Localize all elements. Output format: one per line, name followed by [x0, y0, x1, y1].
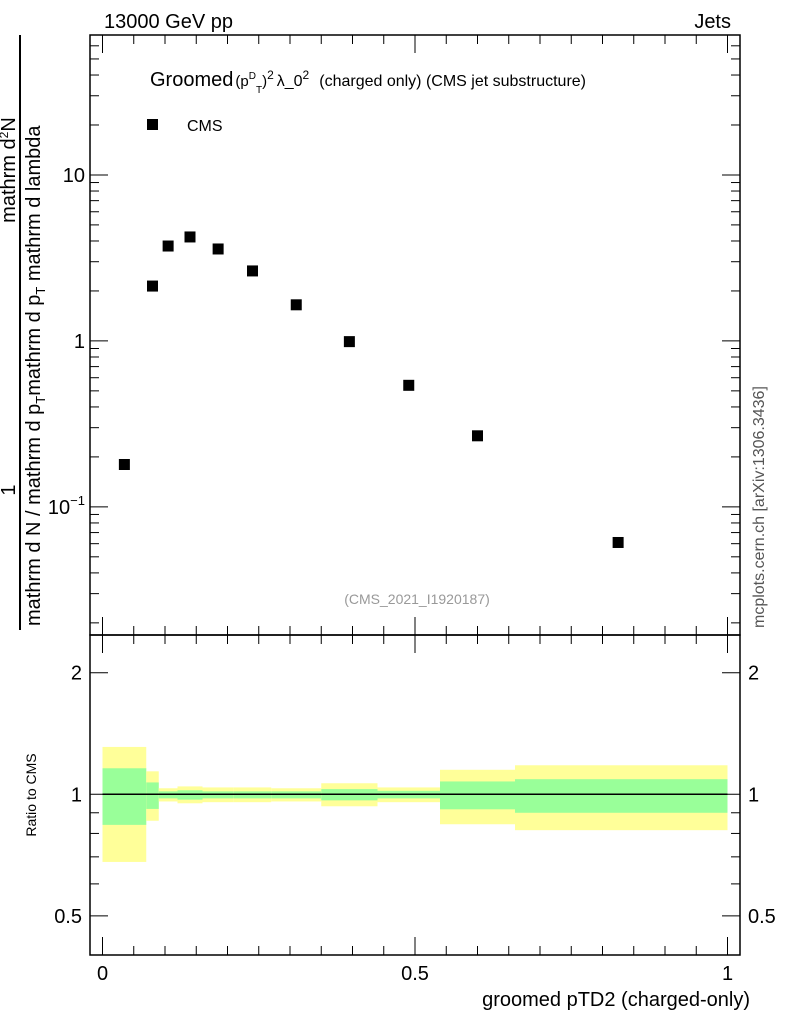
data-point [212, 243, 224, 255]
ratio-y-tick-label: 2 [71, 663, 82, 685]
ratio-y-tick-label: 1 [71, 784, 82, 806]
x-tick-label: 0 [97, 963, 108, 985]
data-point [147, 280, 158, 292]
y-axis-label: 1 mathrm d N / mathrm d pTmathrm d pT ma… [0, 35, 48, 630]
x-axis-label: groomed pTD2 (charged-only) [482, 989, 750, 1011]
ratio-panel: 0 0.5 1 0.5 0.5 1 1 2 2 [54, 634, 776, 985]
process-label: Jets [694, 11, 731, 33]
x-tick-label: 1 [722, 963, 733, 985]
data-point [403, 379, 415, 391]
y-label-denominator: mathrm d N / mathrm d pTmathrm d pT math… [23, 125, 48, 626]
analysis-id: (CMS_2021_I1920187) [344, 591, 490, 607]
legend-label: CMS [187, 118, 223, 135]
y-tick-label: 10−1 [48, 493, 85, 519]
ratio-y-label: Ratio to CMS [23, 753, 39, 836]
energy-label: 13000 GeV pp [104, 11, 233, 33]
side-label: mcplots.cern.ch [arXiv:1306.3436] [751, 386, 768, 628]
uncertainty-band-inner [146, 782, 159, 809]
x-tick-label: 0.5 [401, 963, 429, 985]
y-label-numerator-1: 1 [0, 484, 20, 495]
data-point [290, 299, 302, 311]
y-tick-label: 10 [63, 165, 85, 187]
uncertainty-band-inner [102, 768, 147, 825]
plot-title: Groomed (pDT)2 λ_02 (charged only) (CMS jet… [150, 68, 586, 96]
uncertainty-band-inner [515, 779, 728, 813]
legend-marker [147, 119, 158, 130]
ratio-y-tick-label: 0.5 [54, 906, 82, 928]
y-tick-label: 1 [74, 331, 85, 353]
data-point [612, 536, 624, 548]
data-point [162, 240, 174, 252]
uncertainty-band-inner [440, 781, 515, 810]
data-point [472, 430, 483, 442]
data-point [184, 231, 196, 243]
data-point [343, 336, 355, 348]
ratio-y-tick-label: 2 [748, 663, 759, 685]
data-point [247, 265, 258, 277]
data-point [118, 458, 130, 470]
y-label-numerator-2: mathrm d2N [0, 117, 20, 223]
ratio-y-tick-label: 0.5 [748, 906, 776, 928]
ratio-y-tick-label: 1 [748, 784, 759, 806]
